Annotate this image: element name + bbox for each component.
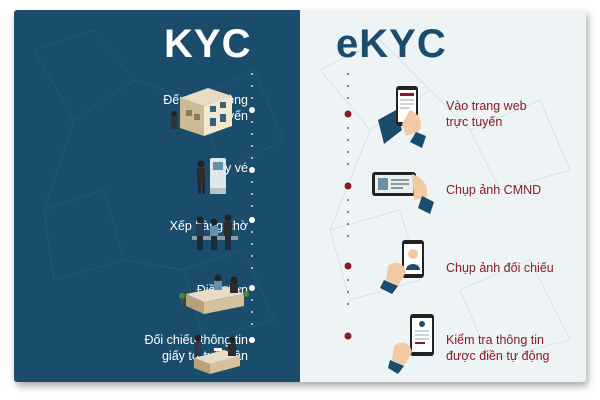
ekyc-step-1-line-1: Vào trang web <box>446 99 527 113</box>
kyc-title: KYC <box>164 22 252 66</box>
ekyc-step-3: Chụp ảnh đối chiếu <box>446 260 586 276</box>
phone-autofill-icon <box>388 314 434 374</box>
ekyc-step-2: Chụp ảnh CMND <box>446 182 586 198</box>
network-pattern-right <box>319 39 571 361</box>
phone-id-card-photo-icon <box>372 172 434 214</box>
ekyc-step-marker <box>344 110 352 118</box>
kyc-step-marker <box>249 167 255 173</box>
identity-check-desk-icon <box>194 334 240 374</box>
phone-selfie-icon <box>380 240 424 294</box>
ekyc-step-4-line-2: được điền tự động <box>446 349 550 363</box>
kyc-vs-ekyc-infographic: KYC eKYC <box>14 10 586 382</box>
ticket-machine-icon <box>197 158 226 194</box>
kyc-step-marker <box>249 217 255 223</box>
ekyc-step-2-line-1: Chụp ảnh CMND <box>446 183 542 197</box>
ekyc-title: eKYC <box>336 22 447 66</box>
service-counter-icon <box>179 274 249 314</box>
office-building-icon <box>171 88 232 136</box>
timeline-dots <box>249 73 352 343</box>
kyc-panel: KYC <box>14 10 300 382</box>
ekyc-step-1: Vào trang web trực tuyến <box>446 98 586 130</box>
kyc-step-marker <box>249 107 255 113</box>
phone-website-icon <box>378 86 426 148</box>
kyc-step-marker <box>249 285 255 291</box>
ekyc-step-3-line-1: Chụp ảnh đối chiếu <box>446 261 554 275</box>
ekyc-step-marker <box>344 262 352 270</box>
ekyc-step-marker <box>344 182 352 190</box>
kyc-step-marker <box>249 337 255 343</box>
network-pattern-left <box>33 29 285 341</box>
ekyc-panel: eKYC <box>300 10 586 382</box>
waiting-queue-icon <box>192 214 238 250</box>
ekyc-step-1-line-2: trực tuyến <box>446 115 503 129</box>
ekyc-step-4-line-1: Kiểm tra thông tin <box>446 333 544 347</box>
ekyc-step-4: Kiểm tra thông tin được điền tự động <box>446 332 586 364</box>
ekyc-step-marker <box>344 332 352 340</box>
